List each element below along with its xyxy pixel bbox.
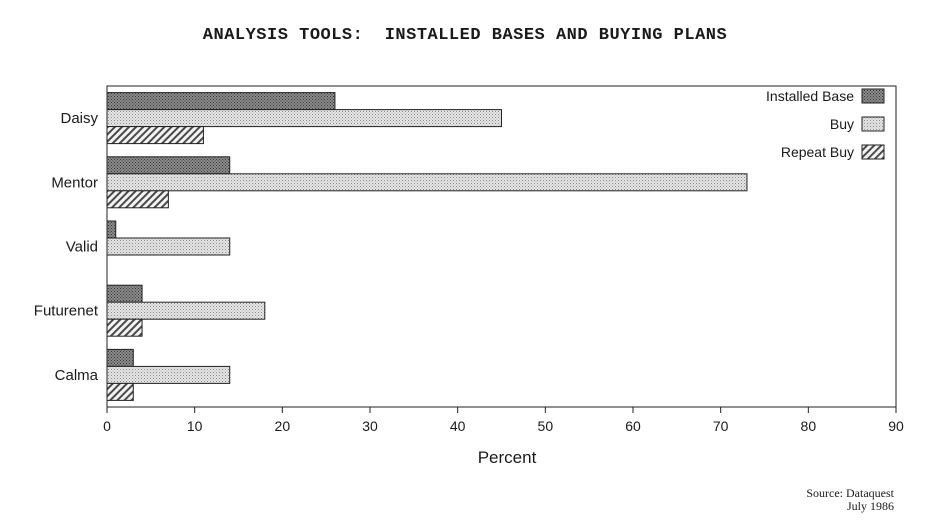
x-tick-label: 70 bbox=[713, 418, 729, 434]
x-tick-label: 20 bbox=[275, 418, 291, 434]
legend: Installed Base Buy Repeat Buy bbox=[766, 88, 885, 160]
bar-valid-installed-base bbox=[106, 220, 117, 239]
x-tick-label: 60 bbox=[625, 418, 641, 434]
legend-swatch bbox=[861, 144, 885, 160]
bar-futurenet-installed-base bbox=[106, 284, 143, 303]
category-label: Futurenet bbox=[34, 303, 99, 320]
bar-calma-buy bbox=[106, 365, 231, 384]
bar-mentor-repeat-buy bbox=[106, 190, 169, 209]
bar-calma-repeat-buy bbox=[106, 382, 134, 401]
source-note: Source: Dataquest July 1986 bbox=[806, 487, 894, 513]
source-date: July 1986 bbox=[846, 499, 894, 513]
bar-daisy-repeat-buy bbox=[106, 126, 204, 145]
x-axis: 0 10 20 30 40 50 60 70 80 90 bbox=[103, 407, 904, 434]
x-tick-label: 40 bbox=[450, 418, 466, 434]
bars-group bbox=[106, 92, 748, 401]
category-labels: Daisy Mentor Valid Futurenet Calma bbox=[34, 110, 99, 384]
x-tick-label: 10 bbox=[187, 418, 203, 434]
bar-daisy-buy bbox=[106, 109, 502, 128]
x-tick-label: 80 bbox=[801, 418, 817, 434]
source-line: Source: Dataquest bbox=[806, 486, 894, 500]
category-label: Daisy bbox=[60, 110, 98, 127]
category-label: Valid bbox=[66, 239, 98, 256]
legend-swatch bbox=[861, 116, 885, 132]
legend-label: Buy bbox=[830, 116, 854, 132]
x-tick-label: 30 bbox=[362, 418, 378, 434]
category-label: Mentor bbox=[51, 174, 98, 191]
bar-futurenet-repeat-buy bbox=[106, 318, 143, 337]
bar-daisy-installed-base bbox=[106, 92, 336, 111]
bar-valid-buy bbox=[106, 237, 231, 256]
legend-swatch bbox=[861, 88, 885, 104]
bar-calma-installed-base bbox=[106, 348, 134, 367]
x-tick-label: 0 bbox=[103, 418, 111, 434]
x-tick-label: 50 bbox=[538, 418, 554, 434]
x-axis-label: Percent bbox=[478, 448, 537, 467]
legend-label: Repeat Buy bbox=[781, 144, 854, 160]
chart-title: ANALYSIS TOOLS: INSTALLED BASES AND BUYI… bbox=[202, 26, 728, 45]
x-tick-label: 90 bbox=[888, 418, 904, 434]
category-label: Calma bbox=[55, 367, 99, 384]
bar-mentor-installed-base bbox=[106, 156, 231, 175]
bar-futurenet-buy bbox=[106, 301, 266, 320]
legend-label: Installed Base bbox=[766, 88, 854, 104]
bar-mentor-buy bbox=[106, 173, 748, 192]
